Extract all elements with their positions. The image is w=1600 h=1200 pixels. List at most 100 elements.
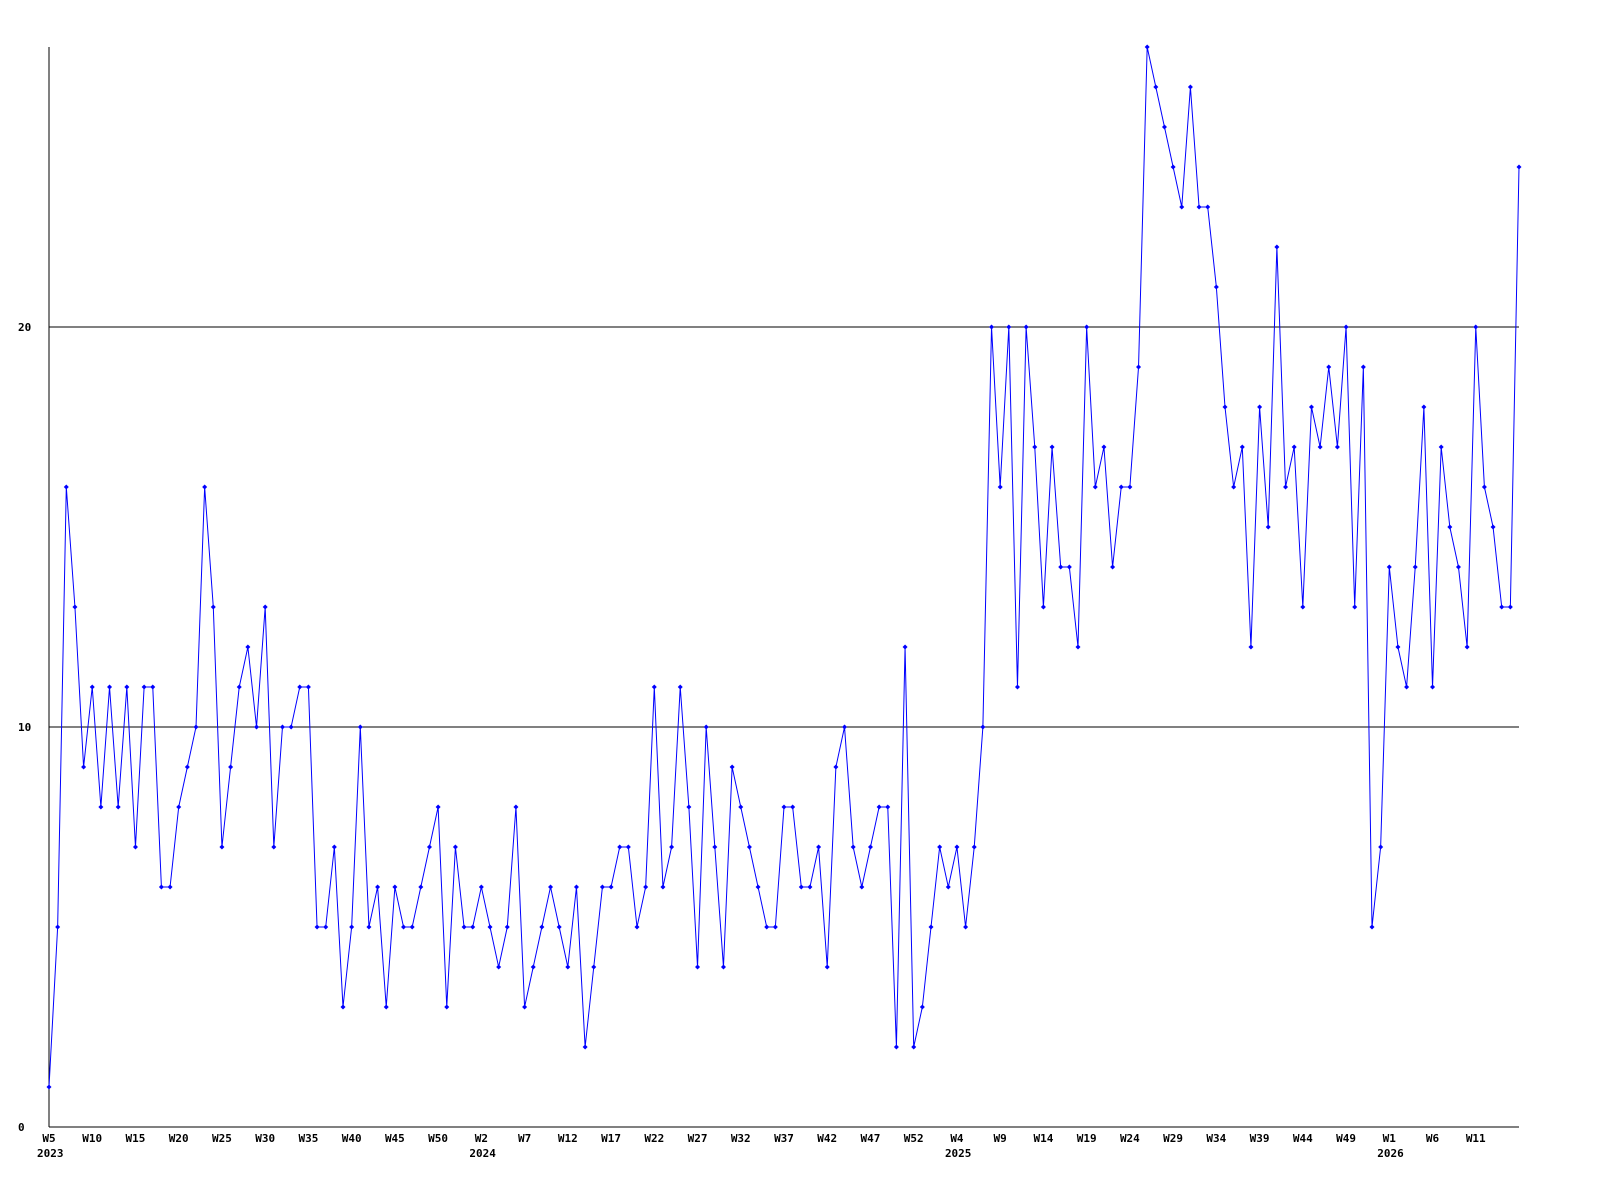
point bbox=[1110, 564, 1116, 570]
x-tick-label: W12 bbox=[558, 1132, 578, 1145]
point bbox=[651, 684, 657, 690]
point bbox=[1153, 84, 1159, 90]
point bbox=[401, 924, 407, 930]
point bbox=[928, 924, 934, 930]
point bbox=[314, 924, 320, 930]
point bbox=[63, 484, 69, 490]
x-tick-label: W39 bbox=[1250, 1132, 1270, 1145]
point bbox=[158, 884, 164, 890]
point bbox=[72, 604, 78, 610]
point bbox=[435, 804, 441, 810]
point bbox=[1248, 644, 1254, 650]
point bbox=[582, 1044, 588, 1050]
x-tick-label: W5 bbox=[42, 1132, 55, 1145]
point bbox=[1058, 564, 1064, 570]
point bbox=[1170, 164, 1176, 170]
point bbox=[1196, 204, 1202, 210]
point bbox=[254, 724, 260, 730]
point bbox=[1447, 524, 1453, 530]
point bbox=[444, 1004, 450, 1010]
point bbox=[392, 884, 398, 890]
point bbox=[271, 844, 277, 850]
point bbox=[980, 724, 986, 730]
line-series bbox=[48, 46, 1520, 1088]
point bbox=[729, 764, 735, 770]
x-tick-label: W50 bbox=[428, 1132, 448, 1145]
point bbox=[816, 844, 822, 850]
point bbox=[1481, 484, 1487, 490]
x-year-label: 2025 bbox=[945, 1147, 972, 1160]
point bbox=[1205, 204, 1211, 210]
x-tick-label: W10 bbox=[82, 1132, 102, 1145]
x-tick-label: W4 bbox=[950, 1132, 964, 1145]
point bbox=[807, 884, 813, 890]
point bbox=[893, 1044, 899, 1050]
point bbox=[297, 684, 303, 690]
point bbox=[556, 924, 562, 930]
point bbox=[833, 764, 839, 770]
point bbox=[1334, 444, 1340, 450]
x-tick-label: W19 bbox=[1077, 1132, 1097, 1145]
point bbox=[764, 924, 770, 930]
point bbox=[1213, 284, 1219, 290]
x-tick-label: W24 bbox=[1120, 1132, 1140, 1145]
point bbox=[1118, 484, 1124, 490]
point bbox=[1283, 484, 1289, 490]
point bbox=[1101, 444, 1107, 450]
point bbox=[522, 1004, 528, 1010]
point bbox=[599, 884, 605, 890]
point bbox=[124, 684, 130, 690]
point bbox=[357, 724, 363, 730]
point bbox=[997, 484, 1003, 490]
point bbox=[1430, 684, 1436, 690]
point bbox=[262, 604, 268, 610]
x-tick-label: W44 bbox=[1293, 1132, 1313, 1145]
point bbox=[1360, 364, 1366, 370]
point bbox=[202, 484, 208, 490]
point bbox=[279, 724, 285, 730]
point bbox=[1317, 444, 1323, 450]
point bbox=[945, 884, 951, 890]
point bbox=[409, 924, 415, 930]
point bbox=[989, 324, 995, 330]
point bbox=[695, 964, 701, 970]
point bbox=[1032, 444, 1038, 450]
point bbox=[798, 884, 804, 890]
point bbox=[755, 884, 761, 890]
point bbox=[1187, 84, 1193, 90]
point bbox=[228, 764, 234, 770]
point bbox=[115, 804, 121, 810]
point bbox=[245, 644, 251, 650]
point bbox=[1127, 484, 1133, 490]
point bbox=[1161, 124, 1167, 130]
point bbox=[1300, 604, 1306, 610]
point bbox=[167, 884, 173, 890]
point bbox=[712, 844, 718, 850]
point bbox=[790, 804, 796, 810]
x-tick-label: W30 bbox=[255, 1132, 275, 1145]
point bbox=[1023, 324, 1029, 330]
point bbox=[305, 684, 311, 690]
point bbox=[81, 764, 87, 770]
x-year-label: 2026 bbox=[1377, 1147, 1404, 1160]
x-tick-label: W14 bbox=[1033, 1132, 1053, 1145]
point bbox=[1421, 404, 1427, 410]
point bbox=[1239, 444, 1245, 450]
point bbox=[746, 844, 752, 850]
point bbox=[1136, 364, 1142, 370]
point bbox=[919, 1004, 925, 1010]
point bbox=[366, 924, 372, 930]
point bbox=[150, 684, 156, 690]
point bbox=[859, 884, 865, 890]
point bbox=[530, 964, 536, 970]
point bbox=[452, 844, 458, 850]
x-tick-label: W1 bbox=[1383, 1132, 1397, 1145]
x-tick-label: W40 bbox=[342, 1132, 362, 1145]
x-tick-label: W47 bbox=[861, 1132, 881, 1145]
x-tick-label: W20 bbox=[169, 1132, 189, 1145]
point bbox=[539, 924, 545, 930]
point bbox=[1308, 404, 1314, 410]
x-year-label: 2023 bbox=[37, 1147, 64, 1160]
point bbox=[772, 924, 778, 930]
